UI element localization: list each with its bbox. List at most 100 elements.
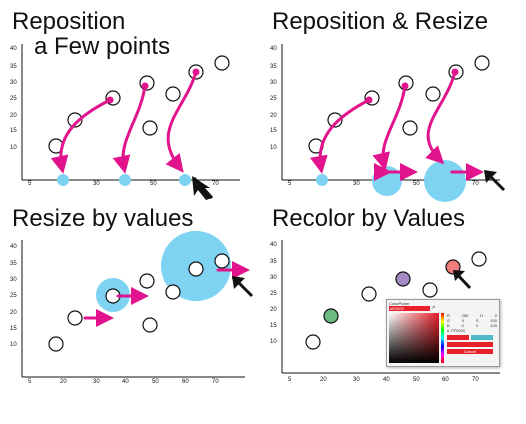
y-tick: 40 [270, 242, 277, 248]
y-tick: 35 [10, 64, 17, 70]
panel1-chart: 40 35 30 25 20 15 10 5 20 30 40 50 60 70 [10, 44, 240, 200]
y-tick: 35 [10, 261, 17, 267]
data-point[interactable] [142, 317, 158, 333]
y-tick: 10 [270, 339, 277, 345]
x-tick: 5 [28, 181, 32, 187]
y-tick: 15 [10, 326, 17, 332]
data-point[interactable] [67, 112, 83, 128]
x-tick: 50 [413, 377, 420, 383]
swatch-row [447, 335, 497, 340]
hue-slider[interactable] [441, 313, 444, 363]
x-tick: 30 [93, 379, 100, 385]
x-tick: 50 [152, 379, 159, 385]
move-arrow [50, 98, 112, 174]
saturation-value-area[interactable] [389, 313, 439, 363]
field-value[interactable]: 255 [461, 313, 469, 318]
new-color-swatch [447, 335, 469, 340]
data-point[interactable] [471, 251, 487, 267]
data-point[interactable] [422, 282, 438, 298]
panel4-chart: 40 35 30 25 20 15 10 5 20 30 40 50 60 70 [270, 240, 500, 383]
target-marker [57, 174, 69, 186]
move-arrow [112, 84, 147, 174]
cursor-icon [453, 270, 465, 281]
move-arrow [372, 84, 407, 171]
data-point[interactable] [425, 86, 441, 102]
field-value[interactable]: 0 [461, 318, 465, 323]
cursor-icon [232, 276, 245, 289]
field-row: # FF0000 [447, 328, 497, 333]
y-tick: 30 [10, 277, 17, 283]
data-point[interactable] [474, 55, 490, 71]
data-point[interactable] [139, 273, 155, 289]
data-point[interactable] [188, 261, 204, 277]
field-label: B [447, 323, 450, 328]
x-tick: 30 [353, 181, 360, 187]
field-value[interactable]: FF0000 [451, 328, 466, 333]
data-point[interactable] [395, 271, 411, 287]
y-tick: 30 [270, 80, 277, 86]
target-marker [316, 174, 328, 186]
x-tick: 40 [122, 379, 129, 385]
y-tick: 25 [10, 293, 17, 299]
data-point[interactable] [214, 55, 230, 71]
y-tick: 30 [10, 80, 17, 86]
field-label: R [447, 313, 450, 318]
target-marker [119, 174, 131, 186]
color-picker-dialog[interactable]: ColorPicker #E0000 ↗ R 255 H 0 G 0 S 100… [386, 299, 500, 367]
x-tick: 70 [212, 379, 219, 385]
y-tick: 10 [10, 145, 17, 151]
x-tick: 5 [288, 377, 292, 383]
panel4-title: Recolor by Values [272, 205, 465, 232]
hex-input[interactable]: #E0000 [389, 306, 430, 311]
data-point[interactable] [48, 336, 64, 352]
y-tick: 40 [10, 244, 17, 250]
field-value[interactable]: 0 [494, 313, 497, 318]
field-row: B 0 V 100 [447, 323, 497, 328]
y-tick: 15 [270, 128, 277, 134]
ok-button[interactable] [447, 342, 493, 347]
target-marker [179, 174, 191, 186]
y-tick: 20 [270, 113, 277, 119]
x-tick: 30 [93, 181, 100, 187]
field-value[interactable]: 100 [490, 318, 497, 323]
panel3-title: Resize by values [12, 205, 194, 232]
x-tick: 30 [353, 377, 360, 383]
y-tick: 20 [270, 307, 277, 313]
field-label: S [475, 318, 479, 323]
x-tick: 20 [320, 377, 327, 383]
y-tick: 30 [270, 275, 277, 281]
data-point[interactable] [402, 120, 418, 136]
x-tick: 70 [212, 181, 219, 187]
x-tick: 5 [28, 379, 32, 385]
field-value[interactable]: 100 [490, 323, 497, 328]
data-point[interactable] [165, 86, 181, 102]
panel3-y-ticks: 40 35 30 25 20 15 10 [10, 244, 17, 348]
y-tick: 15 [270, 323, 277, 329]
data-point[interactable] [323, 308, 339, 324]
data-point[interactable] [327, 112, 343, 128]
data-point[interactable] [67, 310, 83, 326]
data-point[interactable] [142, 120, 158, 136]
x-tick: 50 [413, 181, 420, 187]
x-tick: 60 [442, 377, 449, 383]
data-point[interactable] [165, 284, 181, 300]
field-row: R 255 H 0 [447, 313, 497, 318]
y-tick: 15 [10, 128, 17, 134]
move-arrow [425, 70, 457, 165]
panel2-y-ticks: 40 35 30 25 20 15 10 [270, 46, 277, 151]
field-value[interactable]: 0 [461, 323, 464, 328]
data-point[interactable] [361, 286, 377, 302]
eyedropper-icon[interactable]: ↗ [431, 305, 436, 311]
panel2-title: Reposition & Resize [272, 8, 489, 35]
color-picker-title: ColorPicker [389, 301, 410, 306]
move-arrow [165, 70, 198, 173]
panel1-title: Reposition [12, 8, 126, 35]
panel1-subtitle: a Few points [34, 33, 171, 60]
x-tick: 5 [288, 181, 292, 187]
cancel-button[interactable]: Cancel [447, 349, 493, 354]
y-tick: 35 [270, 64, 277, 70]
data-point[interactable] [214, 253, 230, 269]
data-point[interactable] [305, 334, 321, 350]
x-tick: 50 [150, 181, 157, 187]
